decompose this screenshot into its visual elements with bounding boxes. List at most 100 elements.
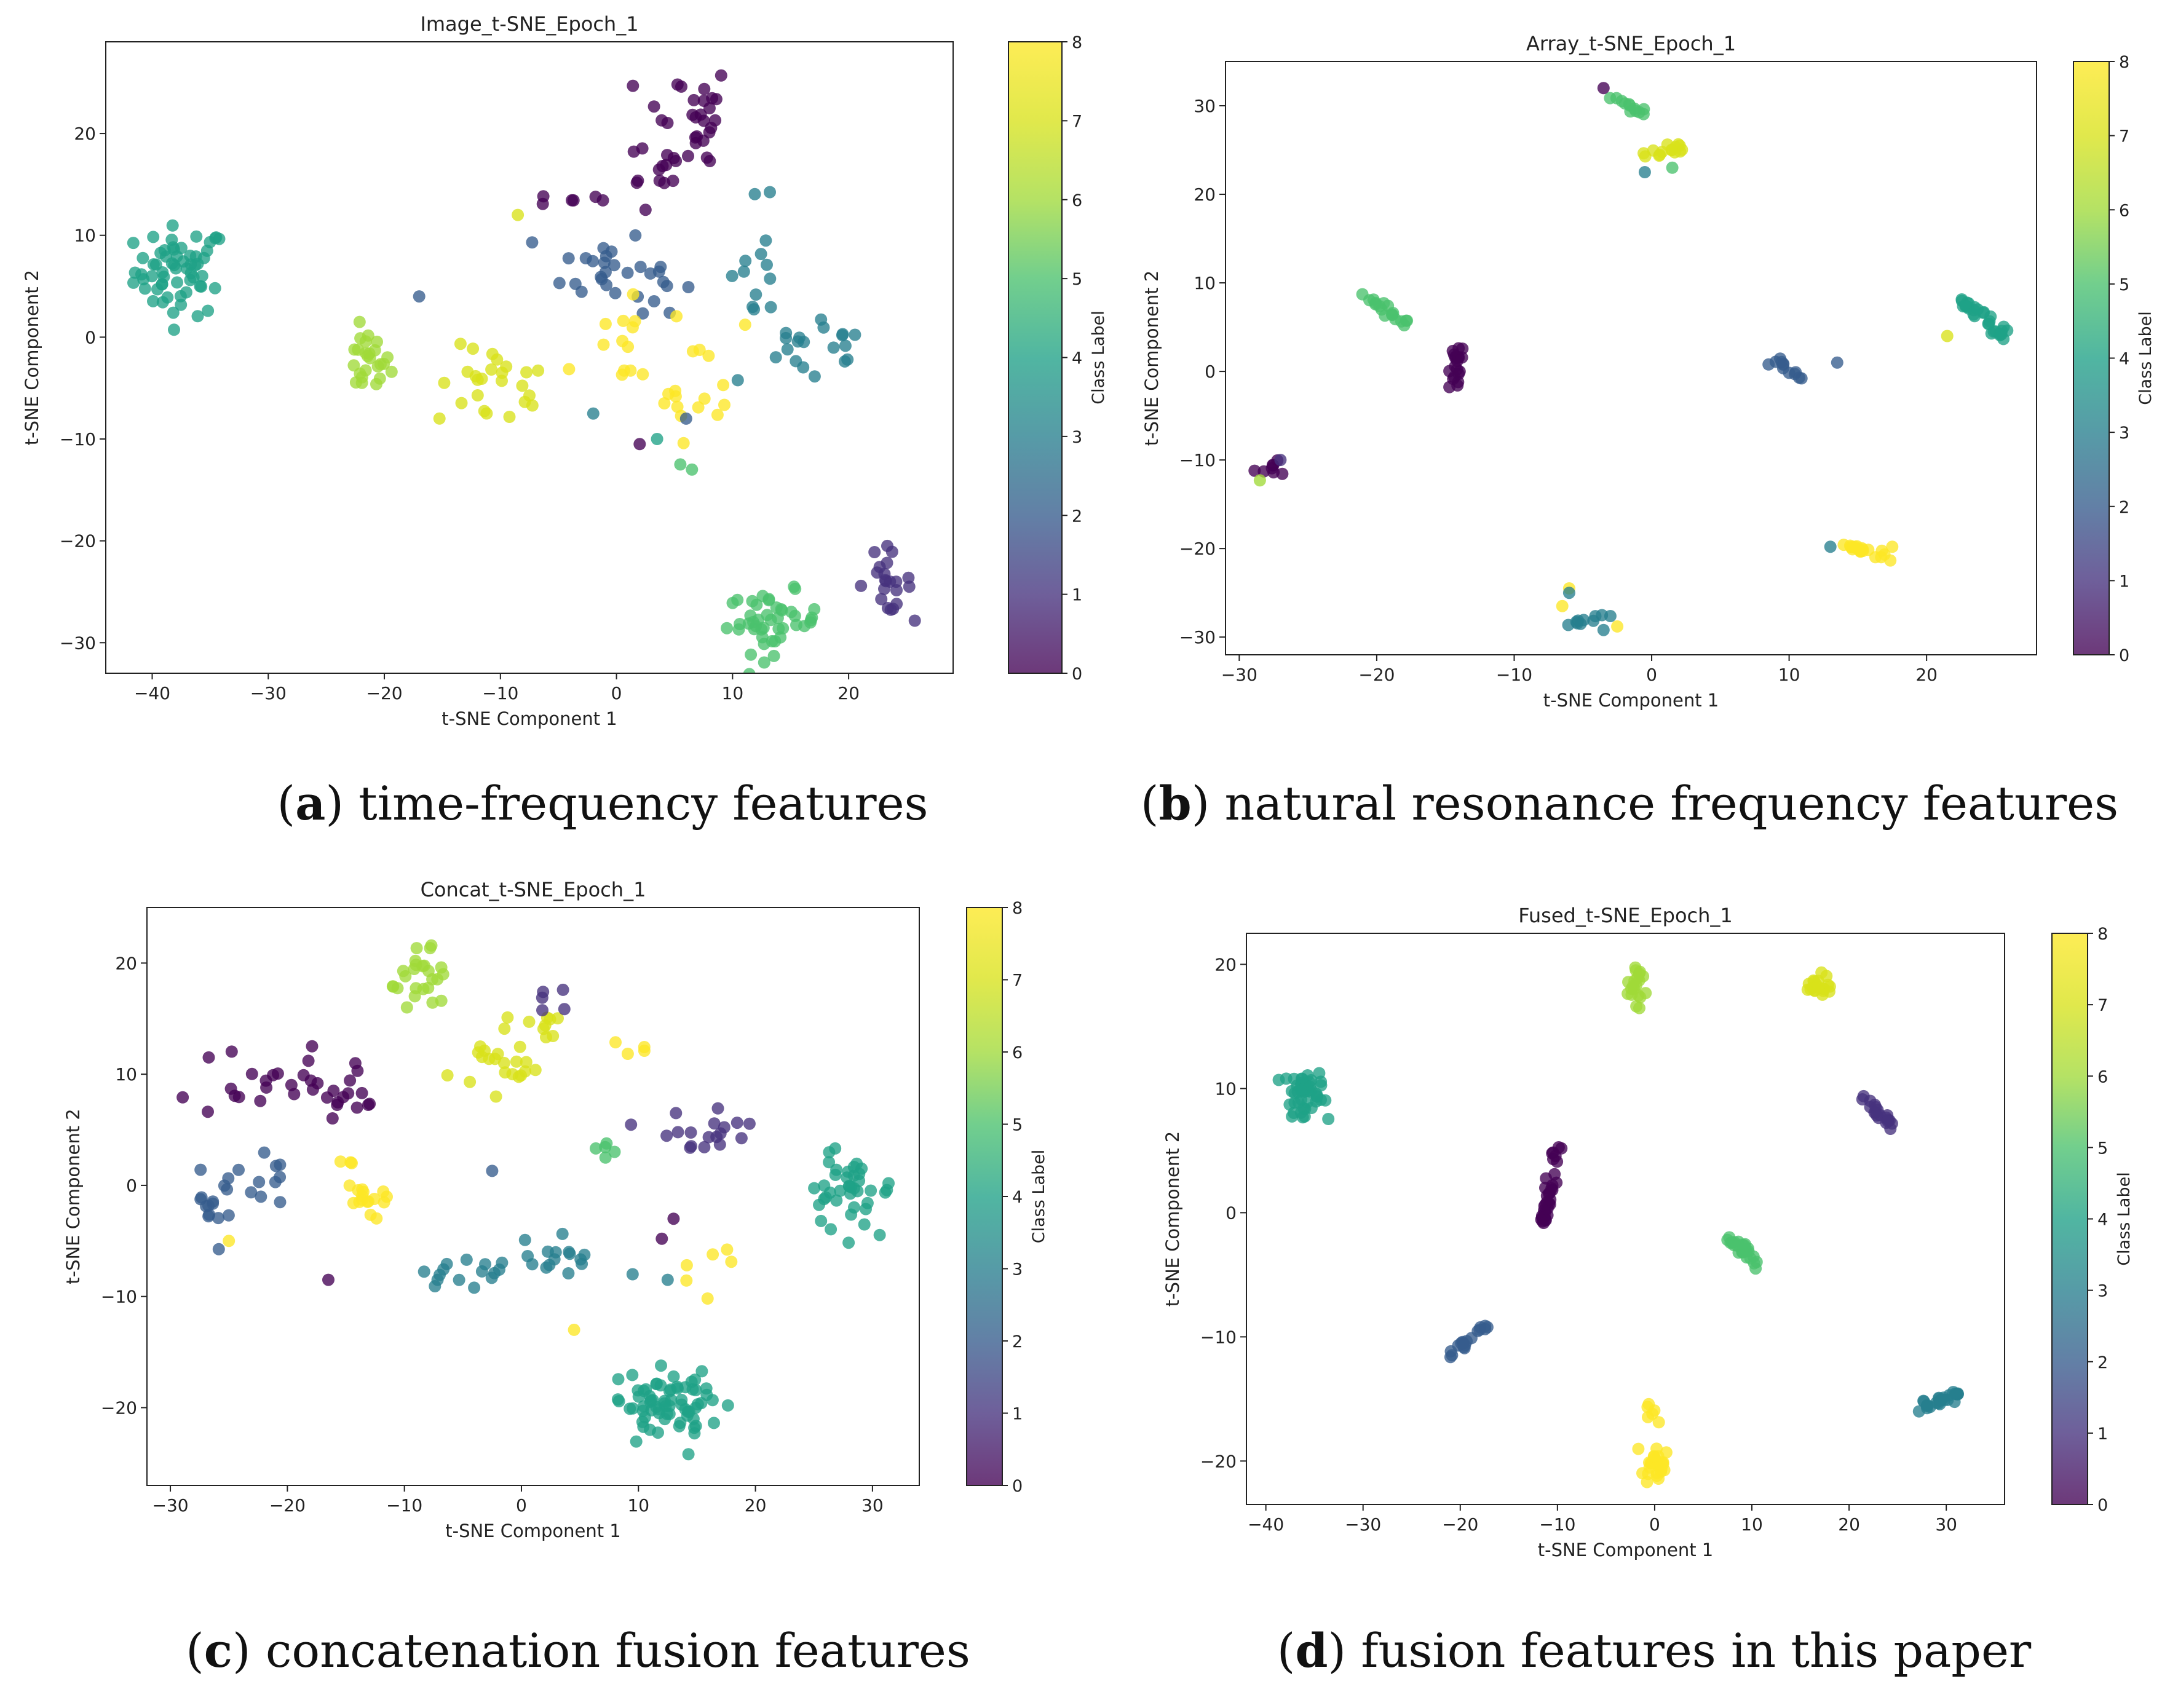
scatter-point xyxy=(455,397,468,409)
scatter-point xyxy=(665,1393,678,1406)
scatter-point xyxy=(670,154,683,167)
scatter-point xyxy=(670,310,683,323)
y-tick-label: 10 xyxy=(1214,1078,1237,1099)
scatter-point xyxy=(608,1145,621,1158)
scatter-point xyxy=(460,1253,473,1266)
scatter-point xyxy=(1921,1402,1933,1415)
scatter-point xyxy=(1322,1113,1335,1125)
scatter-point xyxy=(638,1041,651,1053)
colorbar-tick-label: 8 xyxy=(2119,53,2129,72)
scatter-point xyxy=(1539,1214,1552,1227)
scatter-point xyxy=(326,1112,339,1125)
scatter-point xyxy=(171,276,183,289)
scatter-point xyxy=(346,1156,358,1169)
scatter-point xyxy=(769,351,782,364)
scatter-point xyxy=(655,114,668,127)
scatter-point xyxy=(479,1258,491,1271)
chart-title: Image_t-SNE_Epoch_1 xyxy=(420,12,638,36)
x-tick-label: −40 xyxy=(134,683,170,703)
scatter-point xyxy=(518,1233,531,1246)
scatter-point xyxy=(431,973,444,986)
caption-letter: b xyxy=(1158,776,1192,831)
scatter-point xyxy=(1638,166,1651,178)
scatter-point xyxy=(650,1377,663,1390)
scatter-point xyxy=(849,328,861,341)
scatter-point xyxy=(655,1359,667,1372)
colorbar-tick-label: 3 xyxy=(1012,1260,1023,1279)
colorbar-tick-label: 5 xyxy=(1072,270,1082,289)
scatter-point xyxy=(468,1281,481,1294)
scatter-point xyxy=(788,609,801,622)
scatter-point xyxy=(658,176,671,189)
scatter-point xyxy=(621,1048,634,1060)
scatter-point xyxy=(1868,1099,1881,1111)
scatter-point xyxy=(823,1186,836,1199)
scatter-point xyxy=(587,255,600,267)
caption-letter: a xyxy=(295,776,326,831)
scatter-point xyxy=(808,370,821,383)
scatter-point xyxy=(566,194,578,207)
colorbar-tick-label: 0 xyxy=(2119,646,2129,665)
y-axis-label: t-SNE Component 2 xyxy=(1162,1131,1183,1307)
scatter-point xyxy=(135,268,148,281)
scatter-point xyxy=(464,1075,477,1088)
scatter-point xyxy=(260,1081,273,1094)
scatter-point xyxy=(562,1267,575,1279)
scatter-point xyxy=(399,970,412,982)
scatter-point xyxy=(485,363,498,376)
scatter-point xyxy=(634,261,647,274)
scatter-point xyxy=(493,1263,505,1276)
scatter-point xyxy=(875,593,888,606)
scatter-point xyxy=(881,1184,893,1196)
scatter-point xyxy=(748,188,761,200)
scatter-point xyxy=(639,204,652,216)
scatter-point xyxy=(1443,381,1456,393)
colorbar-tick-label: 6 xyxy=(1072,191,1082,210)
scatter-point xyxy=(682,1448,695,1461)
scatter-point xyxy=(702,349,715,362)
scatter-point xyxy=(526,1258,539,1271)
y-tick-label: 0 xyxy=(85,327,96,347)
y-tick-label: −10 xyxy=(101,1287,137,1307)
y-tick-label: 0 xyxy=(126,1176,137,1196)
scatter-point xyxy=(1941,330,1954,342)
scatter-point xyxy=(138,282,151,295)
scatter-point xyxy=(1955,295,1968,307)
scatter-point xyxy=(853,1168,866,1180)
x-axis-label: t-SNE Component 1 xyxy=(1538,1540,1714,1560)
y-tick-label: 10 xyxy=(115,1064,137,1085)
scatter-point xyxy=(661,149,673,162)
scatter-point xyxy=(424,942,437,955)
scatter-point xyxy=(344,1074,357,1087)
colorbar xyxy=(1008,41,1063,674)
colorbar-tick-label: 1 xyxy=(1072,586,1082,605)
scatter-point xyxy=(210,231,223,244)
caption-text: fusion features in this paper xyxy=(1361,1623,2032,1678)
scatter-point xyxy=(657,275,670,288)
scatter-point xyxy=(499,1066,512,1079)
scatter-point xyxy=(746,595,759,607)
colorbar-tick-label: 5 xyxy=(1012,1116,1023,1135)
scatter-point xyxy=(661,1273,674,1286)
scatter-point xyxy=(532,364,545,377)
scatter-point xyxy=(245,1067,258,1080)
colorbar-tick-label: 3 xyxy=(2119,424,2129,443)
colorbar-tick-label: 1 xyxy=(2097,1425,2108,1444)
scatter-point xyxy=(721,1243,734,1256)
colorbar-tick-label: 2 xyxy=(1072,507,1082,526)
scatter-point xyxy=(756,631,769,644)
scatter-point xyxy=(739,255,752,267)
scatter-point xyxy=(371,335,383,348)
scatter-point xyxy=(660,1129,673,1142)
scatter-point xyxy=(1549,1150,1562,1163)
scatter-point xyxy=(190,230,203,243)
x-tick-label: −20 xyxy=(269,1495,306,1516)
scatter-point xyxy=(608,259,620,272)
scatter-point xyxy=(667,1212,680,1225)
scatter-point xyxy=(568,1323,580,1336)
scatter-point xyxy=(453,1273,465,1286)
scatter-point xyxy=(616,334,629,347)
scatter-point xyxy=(387,980,400,993)
scatter-point xyxy=(377,1185,390,1198)
scatter-point xyxy=(745,648,758,661)
